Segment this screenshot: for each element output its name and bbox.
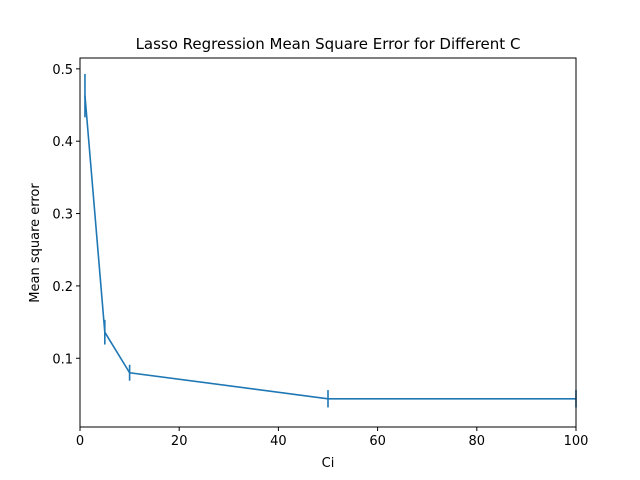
x-tick-label: 20 — [171, 434, 188, 449]
y-tick-label: 0.4 — [52, 135, 73, 150]
y-axis-ticks: 0.1 0.2 0.3 0.4 0.5 — [52, 63, 80, 367]
x-tick-label: 80 — [469, 434, 486, 449]
y-tick-label: 0.3 — [52, 208, 73, 223]
y-tick-label: 0.5 — [52, 63, 73, 78]
chart-title: Lasso Regression Mean Square Error for D… — [136, 35, 521, 53]
plot-frame — [79, 57, 577, 428]
y-tick-label: 0.1 — [52, 352, 73, 367]
y-axis-title: Mean square error — [28, 183, 43, 303]
x-tick-label: 60 — [369, 434, 386, 449]
y-tick-label: 0.2 — [52, 280, 73, 295]
x-tick-label: 100 — [564, 434, 589, 449]
x-axis-ticks: 0 20 40 60 80 100 — [76, 427, 589, 449]
x-axis-title: Ci — [322, 456, 335, 471]
x-tick-label: 0 — [76, 434, 84, 449]
x-tick-label: 40 — [270, 434, 287, 449]
